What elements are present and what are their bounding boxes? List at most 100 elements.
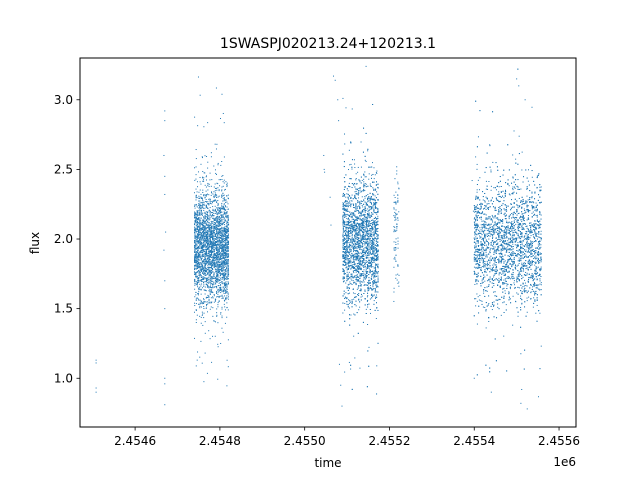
data-point — [357, 266, 359, 268]
data-point — [208, 224, 210, 226]
data-point — [224, 189, 226, 191]
data-point — [205, 204, 207, 206]
data-point — [214, 218, 216, 220]
data-point — [213, 257, 215, 259]
data-point — [196, 261, 198, 262]
data-point — [216, 187, 218, 189]
data-point — [365, 277, 367, 279]
data-point — [200, 210, 202, 212]
data-point — [210, 242, 212, 244]
data-point — [223, 230, 225, 232]
data-point — [368, 207, 370, 209]
data-point — [213, 210, 215, 212]
data-point — [195, 174, 197, 176]
data-point — [217, 199, 219, 201]
data-point — [208, 287, 210, 289]
data-point — [366, 272, 368, 274]
data-point — [211, 227, 213, 229]
data-point — [209, 233, 211, 235]
data-point — [208, 271, 210, 273]
data-point — [220, 244, 222, 246]
data-point — [209, 279, 211, 281]
data-point — [224, 259, 226, 261]
data-point — [350, 240, 352, 242]
data-point — [200, 269, 202, 271]
data-point — [369, 253, 371, 255]
data-point — [196, 210, 198, 212]
data-point — [219, 236, 221, 238]
data-point — [364, 171, 366, 173]
data-point — [224, 262, 226, 264]
data-point — [198, 264, 200, 266]
data-point — [209, 229, 211, 231]
data-point — [200, 235, 202, 237]
data-point — [224, 206, 226, 208]
data-point — [360, 218, 362, 220]
data-point — [195, 310, 197, 312]
data-point — [360, 260, 362, 262]
data-point — [203, 301, 205, 303]
data-point — [195, 230, 197, 232]
data-point — [199, 271, 201, 273]
data-point — [372, 162, 373, 164]
data-point — [216, 227, 218, 229]
data-point — [351, 301, 353, 303]
data-point — [196, 277, 198, 279]
data-point — [197, 229, 199, 231]
data-point — [214, 217, 216, 219]
data-point — [220, 255, 222, 257]
data-point — [225, 216, 227, 218]
data-point — [199, 241, 201, 243]
data-point — [219, 264, 221, 266]
data-point — [210, 272, 212, 274]
data-point — [369, 250, 371, 252]
data-point — [221, 264, 223, 266]
data-point — [210, 263, 212, 265]
data-point — [198, 277, 200, 279]
data-point — [212, 261, 214, 263]
data-point — [200, 251, 202, 253]
data-point — [372, 207, 374, 209]
data-point — [200, 301, 202, 303]
data-point — [224, 244, 226, 246]
data-point — [225, 273, 227, 275]
data-point — [215, 148, 217, 150]
data-point — [224, 263, 226, 265]
data-point — [197, 264, 199, 266]
data-point — [376, 235, 378, 237]
data-point — [203, 238, 205, 239]
data-point — [213, 262, 215, 264]
data-point — [222, 252, 224, 254]
data-point — [204, 244, 206, 246]
data-point — [222, 262, 224, 264]
data-point — [195, 240, 197, 242]
data-point — [217, 273, 219, 275]
data-point — [346, 269, 348, 271]
data-point — [346, 303, 348, 305]
data-point — [217, 211, 219, 213]
data-point — [350, 278, 352, 280]
data-point — [195, 319, 197, 321]
data-point — [367, 324, 369, 325]
data-point — [206, 235, 208, 237]
data-point — [369, 272, 371, 274]
data-point — [222, 289, 224, 291]
data-point — [214, 258, 216, 260]
data-point — [205, 206, 207, 208]
data-point — [213, 222, 215, 224]
data-point — [215, 228, 217, 230]
data-point — [369, 261, 371, 263]
data-point — [217, 306, 219, 308]
data-point — [211, 212, 213, 214]
data-point — [224, 253, 226, 255]
data-point — [204, 232, 206, 234]
data-point — [200, 293, 202, 295]
data-point — [366, 228, 368, 230]
data-point — [194, 239, 196, 241]
data-point — [363, 235, 365, 237]
data-point — [204, 252, 206, 254]
data-point — [368, 251, 370, 253]
data-point — [223, 249, 225, 251]
data-point — [217, 241, 219, 243]
data-point — [217, 266, 219, 268]
